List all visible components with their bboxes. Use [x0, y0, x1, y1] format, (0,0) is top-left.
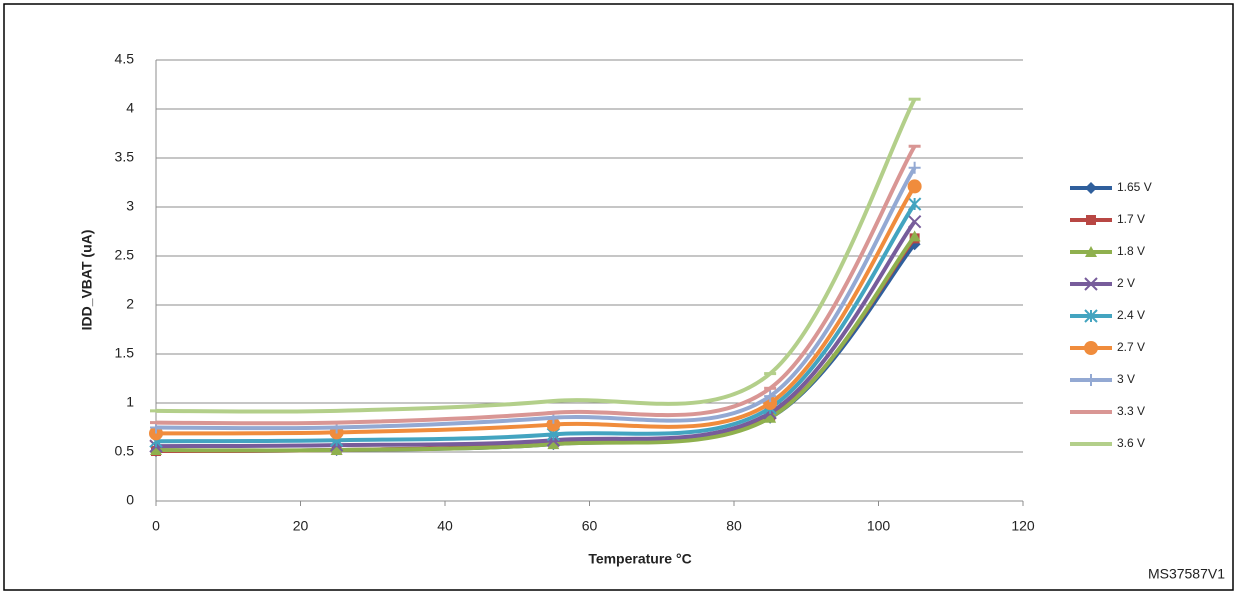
- frame: [3, 3, 1234, 591]
- y-tick-label: 4: [126, 100, 134, 116]
- y-tick-label: 2: [126, 296, 134, 312]
- marker: [1084, 341, 1098, 355]
- legend-label: 3.3 V: [1117, 404, 1145, 418]
- x-tick-label: 120: [1011, 518, 1035, 534]
- marker: [907, 197, 922, 211]
- marker: [150, 444, 162, 456]
- y-tick-label: 1: [126, 394, 134, 410]
- marker: [1084, 309, 1098, 323]
- legend-label: 1.65 V: [1117, 180, 1152, 194]
- y-tick-label: 3.5: [115, 149, 135, 165]
- marker: [908, 230, 921, 242]
- series-line: [155, 98, 917, 414]
- series-line: [155, 202, 917, 444]
- legend-label: 2.7 V: [1117, 340, 1145, 354]
- series-line: [155, 145, 917, 426]
- series-line: [155, 235, 917, 453]
- x-tick-label: 60: [582, 518, 598, 534]
- x-tick-label: 80: [726, 518, 742, 534]
- marker: [764, 411, 777, 423]
- marker: [1085, 246, 1097, 257]
- x-tick-label: 100: [867, 518, 891, 534]
- y-tick-label: 3: [126, 198, 134, 214]
- marker: [907, 214, 922, 229]
- marker: [547, 438, 560, 450]
- marker: [1085, 182, 1097, 194]
- y-axis-title: IDD_VBAT (uA): [79, 230, 95, 331]
- x-axis-title: Temperature °C: [588, 551, 691, 567]
- y-tick-label: 0.5: [115, 443, 135, 459]
- x-tick-label: 20: [293, 518, 309, 534]
- series-line: [155, 166, 917, 431]
- y-tick-label: 2.5: [115, 247, 135, 263]
- y-tick-label: 0: [126, 492, 134, 508]
- x-tick-label: 40: [437, 518, 453, 534]
- marker: [764, 390, 777, 403]
- x-tick-label: 0: [152, 518, 160, 534]
- marker: [1086, 215, 1096, 225]
- series-line: [155, 220, 917, 449]
- marker: [1084, 277, 1098, 291]
- marker: [330, 444, 343, 456]
- y-tick-label: 4.5: [115, 51, 135, 67]
- marker: [907, 179, 922, 194]
- legend-label: 3 V: [1117, 372, 1135, 386]
- legend-label: 2.4 V: [1117, 308, 1145, 322]
- y-tick-label: 1.5: [115, 345, 135, 361]
- legend-label: 3.6 V: [1117, 436, 1145, 450]
- marker: [908, 161, 921, 174]
- annotation: MS37587V1: [1148, 566, 1225, 582]
- series-line: [155, 185, 917, 436]
- legend-label: 1.8 V: [1117, 244, 1145, 258]
- marker: [1085, 374, 1097, 386]
- legend-label: 1.7 V: [1117, 212, 1145, 226]
- marker: [546, 417, 561, 432]
- legend-label: 2 V: [1117, 276, 1135, 290]
